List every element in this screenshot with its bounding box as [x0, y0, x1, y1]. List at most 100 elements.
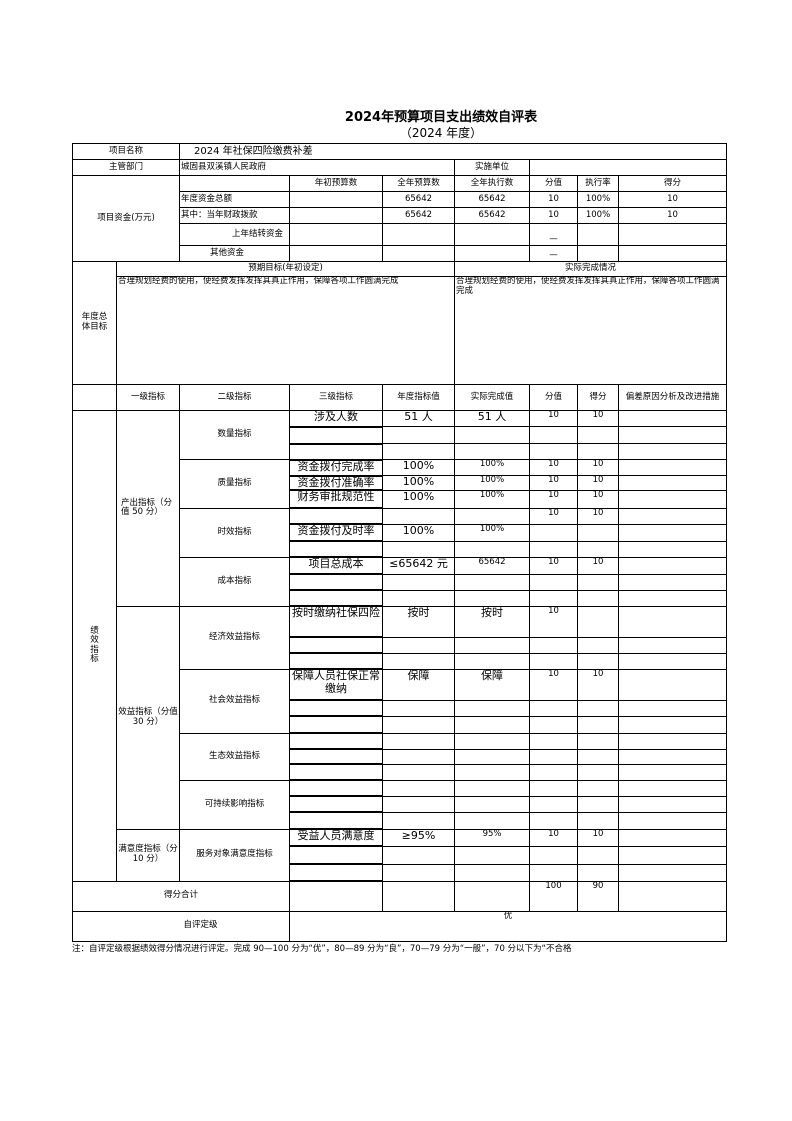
indicator-target — [382, 589, 456, 607]
indicator-target — [382, 699, 456, 717]
indicator-value — [529, 573, 579, 591]
funds-header-blank — [179, 175, 291, 192]
indicator-target — [382, 763, 456, 781]
funds-rate — [577, 223, 620, 246]
indicator-actual: 按时 — [454, 605, 531, 638]
indicator-row: 生态效益指标 — [73, 732, 728, 781]
indicator-deviation — [618, 668, 728, 701]
indicator-score — [577, 795, 620, 813]
indicator-actual — [454, 795, 531, 813]
funds-row-label: 年度资金总额 — [179, 191, 291, 208]
indicator-actual: 65642 — [454, 556, 531, 575]
project-name-value: 2024 年社保四险缴费补差 — [179, 143, 728, 160]
funds-header-score: 得分 — [618, 175, 728, 192]
indicator-score — [577, 652, 620, 670]
indicator-score — [577, 715, 620, 734]
funds-annual: 65642 — [382, 207, 456, 224]
funds-score — [618, 245, 728, 262]
indicator-actual: 100% — [454, 523, 531, 542]
indicator-target: 100% — [382, 523, 456, 542]
indicator-deviation — [618, 573, 728, 591]
indicator-score — [577, 732, 620, 750]
indicator-score — [577, 589, 620, 607]
funds-rate: 100% — [577, 191, 620, 208]
level2-indicator: 生态效益指标 — [179, 732, 291, 781]
level3-indicator: 项目总成本 — [289, 556, 384, 576]
indicator-row: 成本指标 项目总成本 ≤65642 元 65642 10 10 — [73, 556, 728, 607]
goals-text-row: 合理规划经费的使用，使经费发挥发挥其真正作用，保障各项工作圆满完成 合理规划经费的… — [73, 276, 728, 385]
level3-indicator: 资金拨付完成率 — [289, 459, 384, 477]
indicator-value — [529, 863, 579, 882]
totals-label: 得分合计 — [71, 880, 291, 912]
indicator-deviation — [618, 507, 728, 525]
funds-score: 10 — [618, 191, 728, 208]
indicator-score — [577, 748, 620, 765]
indicator-value — [529, 523, 579, 542]
indicator-actual — [454, 845, 531, 865]
indicator-actual — [454, 811, 531, 830]
indicator-deviation — [618, 475, 728, 491]
indicator-actual: 保障 — [454, 668, 531, 701]
indicator-target — [382, 426, 456, 444]
indicator-value — [529, 845, 579, 865]
indicator-score — [577, 540, 620, 558]
level3-indicator — [289, 699, 384, 718]
department-row: 主管部门 城固县双溪镇人民政府 实施单位 — [71, 159, 728, 176]
indicator-actual — [454, 732, 531, 750]
goals-header-row: 年度总体目标 预期目标(年初设定) 实际完成情况 — [72, 261, 728, 385]
indicator-value — [529, 540, 579, 558]
level2-indicator: 服务对象满意度指标 — [179, 828, 291, 882]
page-title: 2024年预算项目支出绩效自评表 — [344, 110, 538, 125]
indicator-target — [382, 863, 456, 882]
indicator-value: 10 — [529, 556, 579, 575]
funds-label: 项目资金(万元) — [71, 175, 181, 262]
indicator-value — [529, 748, 579, 765]
indicator-value: 10 — [529, 410, 579, 427]
funds-executed: 65642 — [454, 191, 531, 208]
funds-initial — [289, 207, 384, 224]
indicator-target: 100% — [382, 475, 456, 491]
indicator-score: 10 — [577, 828, 620, 847]
level1-indicator: 满意度指标（分 10 分） — [115, 828, 181, 882]
funds-value: 10 — [529, 207, 579, 224]
indicator-score: 10 — [577, 410, 620, 427]
indicator-value — [529, 443, 579, 460]
level3-indicator: 按时缴纳社保四险 — [289, 605, 384, 639]
indicator-target — [382, 573, 456, 591]
funds-executed — [454, 223, 531, 246]
indicator-target — [382, 779, 456, 797]
funds-initial — [289, 245, 384, 262]
level3-indicator — [289, 811, 384, 831]
level3-indicator — [289, 443, 384, 461]
indicator-deviation — [618, 459, 728, 476]
level3-indicator — [289, 652, 384, 671]
expected-goal-text: 合理规划经费的使用，使经费发挥发挥其真正作用，保障各项工作圆满完成 — [115, 276, 456, 385]
indicator-target — [382, 845, 456, 865]
funds-executed — [454, 245, 531, 262]
indicator-deviation — [618, 828, 728, 847]
indicator-deviation — [618, 763, 728, 781]
indicator-value — [529, 652, 579, 670]
indicator-row: 效益指标（分值 30 分） 经济效益指标 按时缴纳社保四险 按时 按时 10 — [73, 605, 728, 830]
level3-indicator — [289, 779, 384, 798]
indicator-header-actual: 实际完成值 — [454, 384, 531, 411]
indicator-row: 资金拨付及时率 100% 100% — [73, 523, 728, 543]
level3-indicator — [289, 636, 384, 655]
rating-row: 自评定级优 — [71, 910, 728, 942]
funds-rate — [577, 245, 620, 262]
indicator-target: 保障 — [382, 668, 456, 701]
funds-row-label: 其他资金 — [179, 245, 291, 262]
totals-score: 90 — [577, 880, 620, 912]
indicator-header-level1: 一级指标 — [115, 384, 181, 411]
level3-indicator — [289, 732, 384, 751]
indicator-score: 10 — [577, 507, 620, 525]
rating-value: 优 — [289, 910, 728, 942]
level3-indicator: 财务审批规范性 — [289, 489, 384, 510]
indicator-deviation — [618, 589, 728, 607]
page-subtitle: （2024 年度） — [399, 126, 483, 140]
indicator-header-blank — [72, 384, 117, 411]
level1-indicator: 效益指标（分值 30 分） — [115, 605, 181, 830]
indicator-header-row: 一级指标 二级指标 三级指标 年度指标值 实际完成值 分值 得分 偏差原因分析及改进措施 — [72, 384, 728, 411]
footnote: 注：自评定级根据绩效得分情况进行评定。完成 90—100 分为“优”，80—89… — [72, 944, 572, 954]
indicator-value — [529, 732, 579, 750]
